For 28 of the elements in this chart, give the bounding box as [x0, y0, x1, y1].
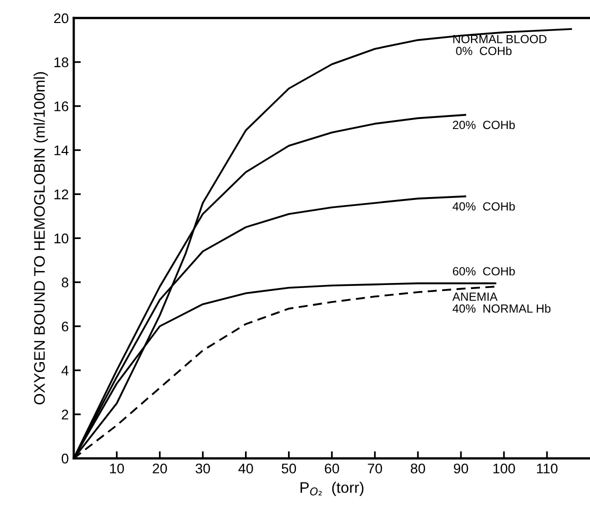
y-tick-label: 6: [62, 322, 68, 332]
y-tick-label: 12: [54, 189, 68, 200]
y-tick-label: 2: [62, 410, 68, 420]
x-axis-title: P$_{O₂}$ (torr): [300, 482, 364, 496]
x-tick-label: 10: [110, 464, 124, 474]
series-label: ANEMIA 40% NORMAL Hb: [452, 292, 550, 313]
series-label: 60% COHb: [452, 266, 515, 276]
x-tick-label: 90: [454, 464, 468, 474]
x-tick-label: 60: [324, 464, 340, 474]
y-tick-label: 14: [54, 146, 68, 156]
y-tick-label: 0: [62, 454, 68, 464]
y-axis-title: OXYGEN BOUND TO HEMOGLOBIN (ml/100ml): [34, 72, 48, 404]
y-tick-label: 8: [62, 278, 68, 288]
x-tick-label: 20: [152, 464, 167, 474]
series-label: 40% COHb: [452, 202, 515, 211]
series-label: 20% COHb: [452, 120, 515, 130]
y-tick-label: 4: [61, 366, 68, 376]
y-tick-label: 16: [54, 101, 68, 112]
y-tick-label: 10: [54, 234, 68, 244]
y-tick-label: 20: [54, 13, 68, 24]
x-tick-label: 50: [282, 464, 296, 474]
x-tick-label: 30: [196, 464, 210, 474]
x-tick-label: 110: [536, 464, 558, 474]
x-tick-label: 100: [493, 464, 516, 474]
x-tick-label: 40: [238, 464, 254, 474]
x-tick-label: 70: [368, 464, 382, 474]
x-tick-label: 80: [410, 464, 426, 474]
y-tick-label: 18: [54, 57, 68, 68]
